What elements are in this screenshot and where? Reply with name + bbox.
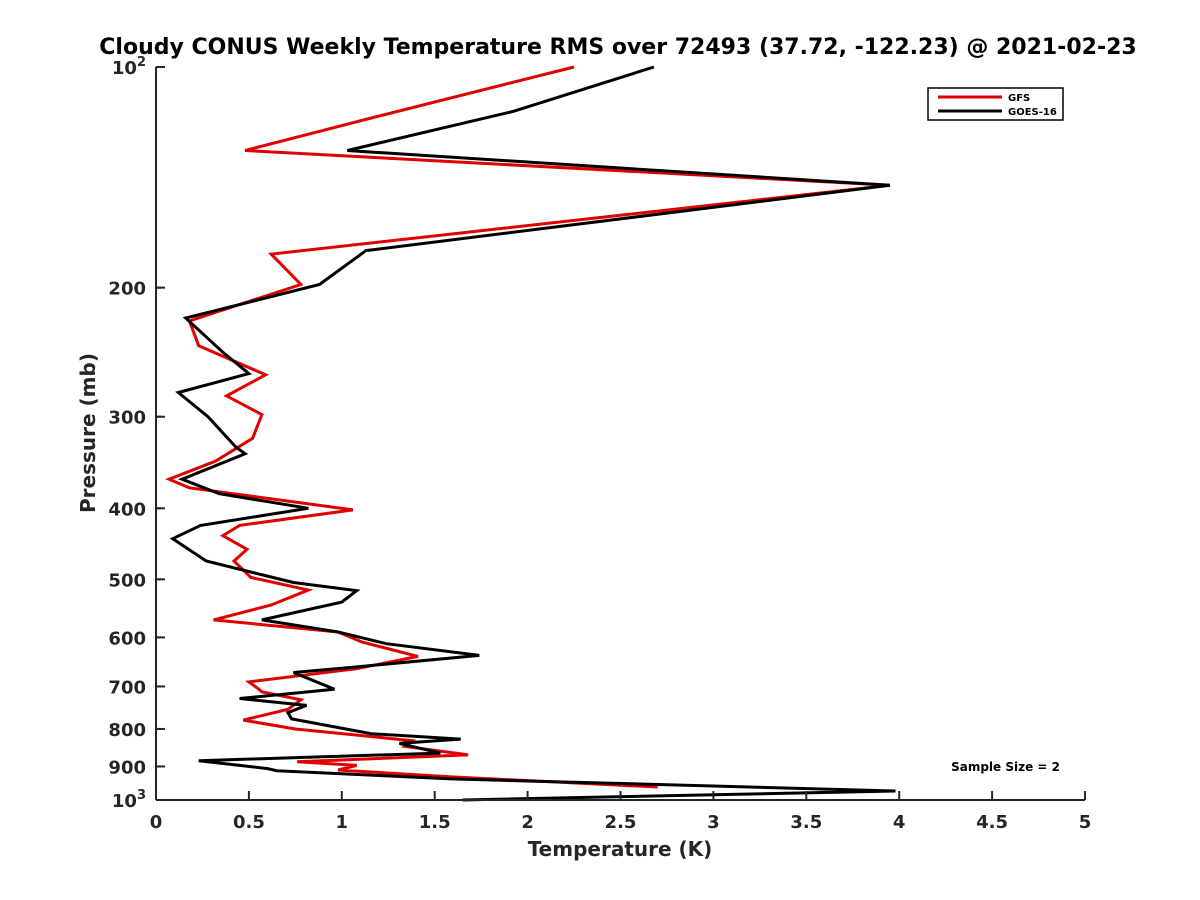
chart-title: Cloudy CONUS Weekly Temperature RMS over… (99, 35, 1136, 60)
y-tick-label: 900 (108, 757, 146, 778)
sample-size-annotation: Sample Size = 2 (951, 760, 1060, 774)
legend-label-goes-16: GOES-16 (1008, 107, 1057, 118)
plot-area: 0 0.5 1 1.5 2 2.5 3 3.5 4 4.5 5 102 200 300 400 500 600 7… (108, 55, 1091, 833)
y-tick-label: 500 (108, 570, 146, 591)
y-tick-label: 700 (108, 677, 146, 698)
x-tick-label: 0.5 (233, 812, 265, 833)
x-tick-label: 1 (336, 812, 349, 833)
series-line-goes-16 (169, 65, 896, 802)
y-tick-label: 400 (108, 499, 146, 520)
y-tick-label: 600 (108, 628, 146, 649)
x-tick-label: 2 (521, 812, 534, 833)
y-tick-label: 103 (112, 788, 146, 812)
y-tick-label: 800 (108, 720, 146, 741)
x-tick-label: 3 (707, 812, 720, 833)
legend-box (927, 87, 1064, 121)
series-line-gfs (164, 65, 891, 789)
x-tick-label: 4 (893, 812, 906, 833)
x-tick-label: 2.5 (605, 812, 637, 833)
y-tick-label: 102 (112, 55, 146, 79)
y-axis-label: Pressure (mb) (76, 353, 100, 513)
legend-label-gfs: GFS (1008, 93, 1030, 104)
y-tick-label: 300 (108, 408, 146, 429)
x-tick-label: 5 (1079, 812, 1092, 833)
legend: GFS GOES-16 (927, 87, 1064, 121)
x-tick-label: 0 (150, 812, 163, 833)
x-tick-label: 1.5 (419, 812, 451, 833)
x-tick-label: 4.5 (976, 812, 1008, 833)
x-axis-label: Temperature (K) (528, 837, 713, 861)
x-tick-label: 3.5 (790, 812, 822, 833)
y-tick-label: 200 (108, 279, 146, 300)
